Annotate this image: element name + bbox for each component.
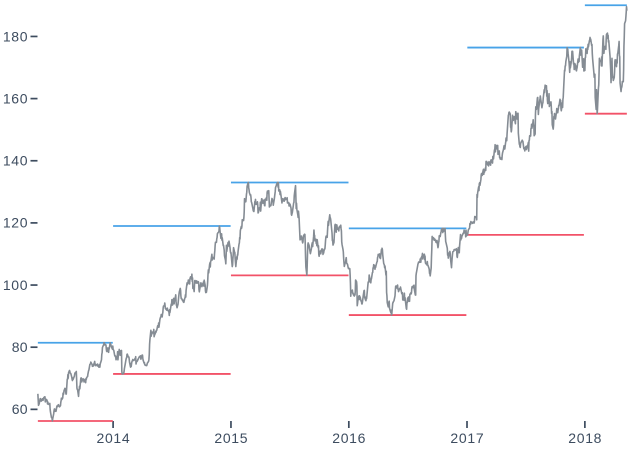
svg-text:2016: 2016	[332, 430, 365, 446]
svg-text:160: 160	[3, 90, 28, 106]
svg-text:100: 100	[3, 277, 28, 293]
svg-text:2014: 2014	[97, 430, 130, 446]
svg-text:2018: 2018	[568, 430, 601, 446]
svg-text:80: 80	[12, 339, 28, 355]
svg-text:120: 120	[3, 215, 28, 231]
svg-text:2017: 2017	[450, 430, 483, 446]
svg-text:60: 60	[12, 401, 28, 417]
svg-text:180: 180	[3, 28, 28, 44]
svg-text:2015: 2015	[214, 430, 247, 446]
svg-text:140: 140	[3, 153, 28, 169]
